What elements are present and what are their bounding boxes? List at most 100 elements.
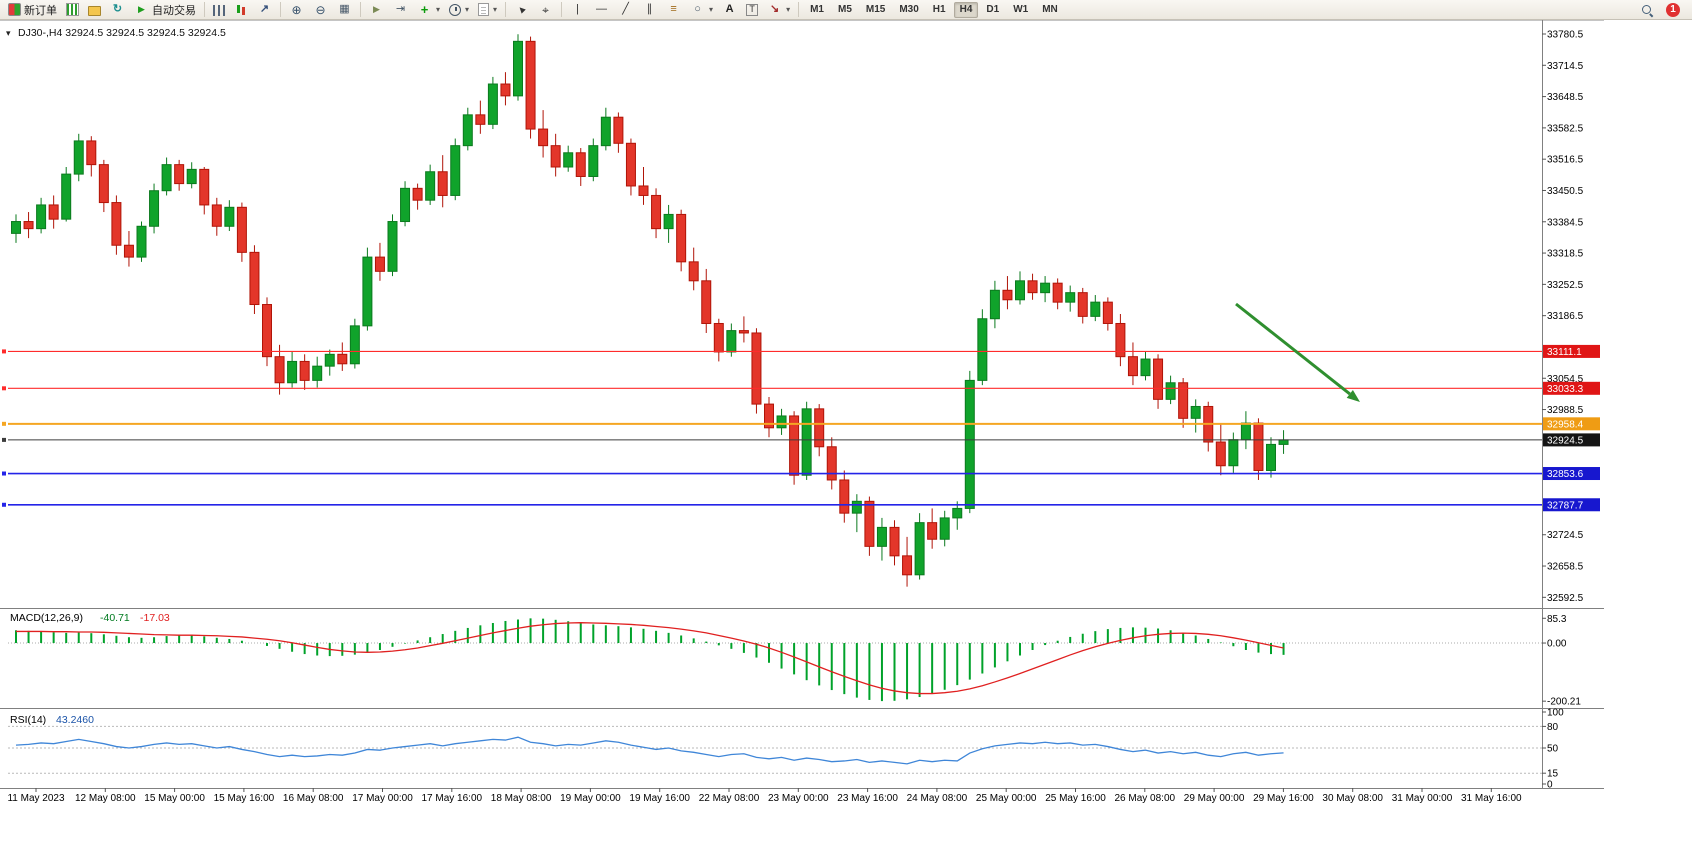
timeframe-group: M1 M5 M15 M30 H1 H4 D1 W1 MN (803, 1, 1065, 18)
timeframe-button-m30[interactable]: M30 (893, 2, 924, 18)
toolbar-separator (561, 2, 563, 17)
cursor-button[interactable]: ▶ (510, 1, 533, 19)
tile-windows-icon: ▦ (339, 3, 350, 15)
symbol-ohlc-line: DJ30-,H4 32924.5 32924.5 32924.5 32924.5 (18, 27, 226, 39)
shapes-button[interactable]: ○ ▾ (686, 1, 717, 19)
macd-panel (15, 618, 1285, 702)
new-order-button[interactable]: 新订单 (4, 1, 61, 19)
svg-text:33648.5: 33648.5 (1547, 92, 1584, 103)
svg-text:33384.5: 33384.5 (1547, 217, 1584, 228)
svg-text:33186.5: 33186.5 (1547, 311, 1584, 322)
rsi-value: 43.2460 (56, 714, 94, 726)
play-icon: ▶ (138, 4, 145, 14)
zoom-out-button[interactable]: ⊖ (309, 1, 332, 19)
svg-text:22 May 08:00: 22 May 08:00 (699, 793, 760, 804)
label-button[interactable]: T (742, 1, 762, 19)
indicator-levels (8, 642, 1542, 774)
chart-canvas[interactable]: 33780.5 33714.5 33648.5 33582.5 33516.5 33450… (0, 20, 1692, 862)
svg-text:33252.5: 33252.5 (1547, 280, 1584, 291)
toolbar-right: 1 (1636, 1, 1688, 19)
line-chart-button[interactable]: ↗ (253, 1, 276, 19)
svg-text:32924.5: 32924.5 (1547, 435, 1584, 446)
svg-text:85.3: 85.3 (1547, 614, 1567, 625)
svg-text:30 May 08:00: 30 May 08:00 (1322, 793, 1383, 804)
text-button[interactable]: A (718, 1, 741, 19)
timeframe-button-m5[interactable]: M5 (832, 2, 858, 18)
new-chart-button[interactable] (62, 1, 83, 19)
svg-text:33780.5: 33780.5 (1547, 29, 1584, 40)
svg-text:19 May 00:00: 19 May 00:00 (560, 793, 621, 804)
timeframe-button-w1[interactable]: W1 (1007, 2, 1034, 18)
horizontal-line-button[interactable]: — (590, 1, 613, 19)
notification-badge[interactable]: 1 (1666, 2, 1680, 17)
bar-chart-icon (213, 5, 225, 16)
toolbar-separator (280, 2, 281, 17)
svg-text:11 May 2023: 11 May 2023 (7, 793, 65, 804)
timeframe-button-m15[interactable]: M15 (860, 2, 891, 18)
crosshair-button[interactable]: ⌖ (534, 1, 557, 19)
one-click-trading-arrow[interactable]: ▾ (6, 28, 11, 38)
periods-button[interactable]: ▾ (445, 1, 473, 19)
svg-text:32988.5: 32988.5 (1547, 405, 1584, 416)
chart-shift-button[interactable]: ⇥ (389, 1, 412, 19)
dropdown-caret-icon: ▾ (786, 5, 791, 14)
macd-title: MACD(12,26,9) (10, 612, 83, 624)
auto-trading-button[interactable]: ▶ 自动交易 (130, 1, 200, 19)
channel-button[interactable]: ∥ (638, 1, 661, 19)
fibonacci-icon: ≡ (670, 3, 677, 15)
cursor-icon: ▶ (516, 4, 527, 15)
templates-icon (478, 3, 490, 16)
tile-windows-button[interactable]: ▦ (333, 1, 356, 19)
svg-text:33582.5: 33582.5 (1547, 123, 1584, 134)
svg-text:0: 0 (1547, 780, 1553, 791)
profiles-icon (88, 6, 101, 16)
svg-text:33450.5: 33450.5 (1547, 186, 1584, 197)
svg-text:80: 80 (1547, 722, 1559, 733)
trendline-button[interactable]: ╱ (614, 1, 637, 19)
chart-shift-icon: ⇥ (395, 3, 406, 15)
svg-text:31 May 16:00: 31 May 16:00 (1461, 793, 1522, 804)
svg-text:31 May 00:00: 31 May 00:00 (1392, 793, 1453, 804)
timeframe-button-m1[interactable]: M1 (804, 2, 830, 18)
svg-text:19 May 16:00: 19 May 16:00 (629, 793, 690, 804)
trend-arrow-annotation[interactable] (1235, 302, 1360, 402)
vertical-line-button[interactable]: | (566, 1, 589, 19)
candlestick-button[interactable] (230, 1, 252, 19)
vertical-line-icon: | (576, 3, 579, 15)
bar-chart-button[interactable] (209, 1, 229, 19)
rsi-scale: 100 80 50 150 (1542, 708, 1564, 791)
horizontal-level-lines[interactable] (2, 349, 1542, 507)
svg-text:24 May 08:00: 24 May 08:00 (907, 793, 968, 804)
refresh-icon: ↻ (112, 3, 123, 15)
timeframe-button-d1[interactable]: D1 (980, 2, 1005, 18)
templates-button[interactable]: ▾ (474, 1, 501, 19)
arrows-button[interactable]: ↘ ▾ (763, 1, 794, 19)
timeframe-button-h1[interactable]: H1 (927, 2, 952, 18)
svg-text:29 May 00:00: 29 May 00:00 (1184, 793, 1245, 804)
crosshair-icon: ⌖ (542, 2, 549, 17)
svg-text:17 May 00:00: 17 May 00:00 (352, 793, 413, 804)
profiles-button[interactable] (84, 1, 105, 19)
auto-scroll-button[interactable]: ▶ (365, 1, 388, 19)
svg-text:32853.6: 32853.6 (1547, 469, 1584, 480)
indicators-button[interactable]: + ▾ (413, 1, 444, 19)
chart-overlays: ▾ DJ30-,H4 32924.5 32924.5 32924.5 32924.… (6, 27, 226, 726)
price-scale: 33780.5 33714.5 33648.5 33582.5 33516.5 33450… (1542, 29, 1584, 604)
svg-text:33054.5: 33054.5 (1547, 374, 1584, 385)
dropdown-caret-icon: ▾ (709, 5, 714, 14)
svg-text:33033.3: 33033.3 (1547, 384, 1584, 395)
svg-text:32592.5: 32592.5 (1547, 593, 1584, 604)
refresh-button[interactable]: ↻ (106, 1, 129, 19)
dropdown-caret-icon: ▾ (436, 5, 441, 14)
fibonacci-button[interactable]: ≡ (662, 1, 685, 19)
zoom-in-button[interactable]: ⊕ (285, 1, 308, 19)
timeframe-button-h4[interactable]: H4 (953, 1, 979, 18)
svg-text:33318.5: 33318.5 (1547, 249, 1584, 260)
timeframe-button-mn[interactable]: MN (1036, 2, 1064, 18)
svg-text:32787.7: 32787.7 (1547, 500, 1584, 511)
price-badges: 33111.1 33033.3 32958.4 32924.5 32853.6 32787… (1543, 344, 1600, 512)
clock-icon (449, 3, 462, 16)
svg-text:23 May 16:00: 23 May 16:00 (837, 793, 898, 804)
search-button[interactable] (1636, 1, 1658, 19)
svg-text:33111.1: 33111.1 (1547, 347, 1582, 358)
